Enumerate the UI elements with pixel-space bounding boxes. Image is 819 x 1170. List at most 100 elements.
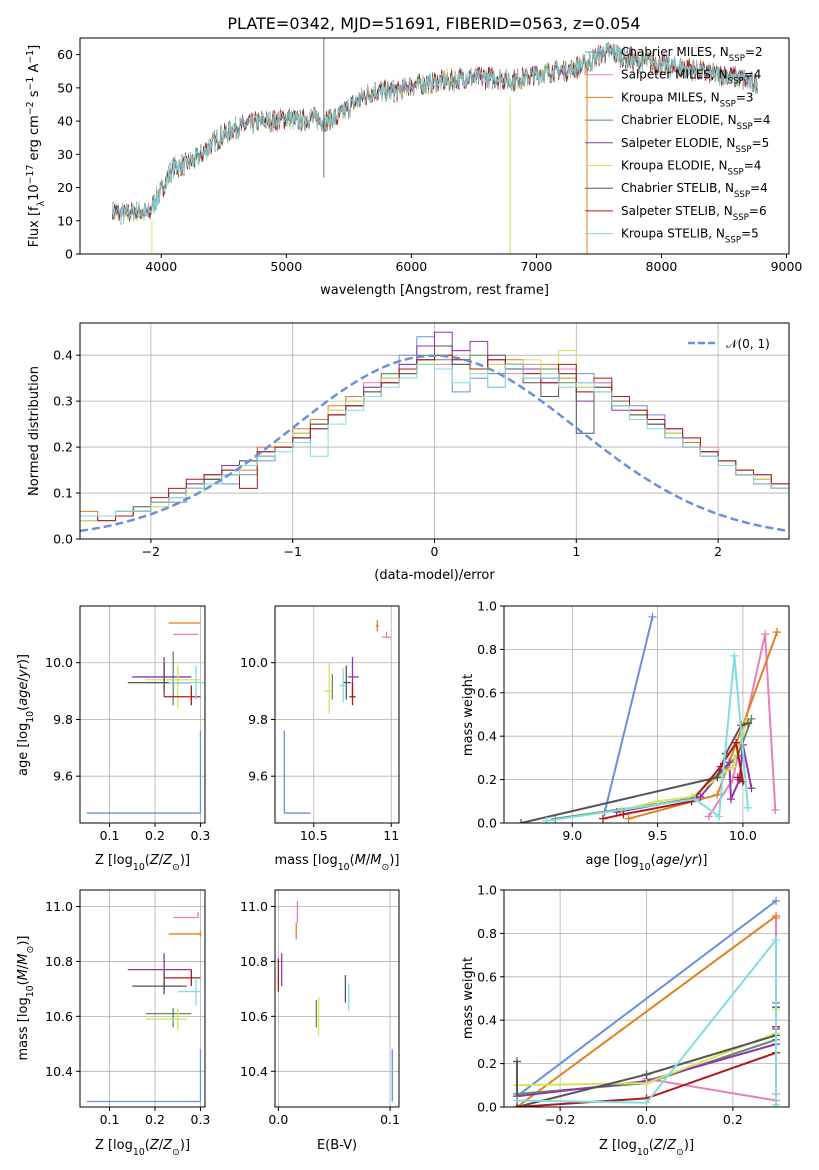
weight-line <box>516 900 777 1097</box>
y-tick-label: 10.8 <box>45 954 73 969</box>
x-tick-label: 0.2 <box>145 828 165 843</box>
panel-weight_vs_Z: −0.2 0.0 0.20.00.20.40.60.81.0Z [log10(Z/Z… <box>461 883 790 1158</box>
weight-marker <box>512 1057 521 1066</box>
errorbar-point <box>168 931 202 937</box>
label-fragment: Chabrier ELODIE, N <box>621 113 737 127</box>
normal-curve <box>80 354 789 533</box>
plot-area <box>112 38 759 254</box>
panel-residuals: −2 −1 0 1 2 0.0 0.1 0.2 0.3 0.4 𝒩(0, 1) (data-model… <box>27 322 790 583</box>
weight-marker <box>772 912 781 921</box>
label-fragment: Salpeter STELIB, N <box>621 204 733 218</box>
label-fragment: =2 <box>745 45 763 59</box>
weight-marker <box>747 714 756 723</box>
label-fragment: / <box>159 853 164 868</box>
weight-marker <box>642 1079 651 1088</box>
x-axis-label: Z [log10(Z/Z⊙)] <box>95 853 190 873</box>
label-fragment: / <box>16 964 31 969</box>
label-fragment: SSP <box>728 168 744 178</box>
label-fragment: erg cm <box>27 115 42 164</box>
x-tick-label: 5000 <box>270 259 302 274</box>
histogram-step <box>80 354 789 517</box>
panel-mass_vs_ebv: 0.0 0.1 10.4 10.6 10.8 11.0 E(B-V) <box>240 889 400 1153</box>
x-tick-label: 9000 <box>771 259 803 274</box>
axes-front: 0.1 0.2 0.310.410.610.811.0Z [log10(Z/Z⊙)]… <box>16 889 210 1158</box>
y-tick-label: 0.8 <box>477 926 497 941</box>
errorbar-point <box>132 972 187 995</box>
x-tick-label: 4000 <box>145 259 177 274</box>
legend-entry: Chabrier ELODIE, NSSP=4 <box>621 113 770 132</box>
legend-entry: Salpeter STELIB, NSSP=6 <box>621 204 767 223</box>
legend-entry: Chabrier MILES, NSSP=2 <box>621 45 763 64</box>
y-tick-label: 0.6 <box>477 685 497 700</box>
histogram-step <box>80 350 789 522</box>
label-fragment: Z <box>149 853 160 868</box>
x-tick-label: 0.2 <box>723 1112 743 1127</box>
axes-frame <box>274 605 400 824</box>
label-fragment: age <box>16 682 31 706</box>
y-tick-label: 10.6 <box>45 1009 73 1024</box>
errorbar-point <box>349 682 356 706</box>
y-tick-label: 9.8 <box>53 712 73 727</box>
legend-entry: Kroupa MILES, NSSP=3 <box>621 90 754 109</box>
axes-frame <box>79 605 206 824</box>
weight-marker <box>619 810 628 819</box>
panel-age_vs_Z: 0.1 0.2 0.39.69.810.0Z [log10(Z/Z⊙)]age [l… <box>16 605 210 873</box>
weight-marker <box>733 773 742 782</box>
weight-marker <box>728 762 737 771</box>
label-fragment: SSP <box>735 145 751 155</box>
weight-marker <box>726 795 735 804</box>
x-tick-label: 2 <box>714 544 722 559</box>
label-fragment: s <box>27 90 42 101</box>
weight-marker <box>744 719 753 728</box>
label-fragment: =6 <box>749 204 767 218</box>
weight-line <box>555 718 753 820</box>
panel-spectrum: 4000 5000 6000 7000 8000 9000 0 10 20 30 40 50 60 wav… <box>25 37 803 298</box>
y-tick-label: 0.8 <box>477 642 497 657</box>
label-fragment: SSP <box>720 99 736 109</box>
label-fragment: −1 <box>25 77 36 91</box>
legend-entry: Chabrier STELIB, NSSP=4 <box>621 181 768 200</box>
label-fragment: yr <box>16 662 31 678</box>
plot-area <box>86 622 205 814</box>
label-fragment: mass [log <box>275 853 338 868</box>
y-tick-label: 0.0 <box>477 816 497 831</box>
axes-frame <box>503 605 790 824</box>
label-fragment: ⊙ <box>676 1147 684 1158</box>
x-tick-label: 8000 <box>646 259 678 274</box>
label-fragment: Kroupa MILES, N <box>621 90 720 104</box>
y-tick-label: 9.6 <box>248 769 268 784</box>
weight-marker <box>512 1096 521 1105</box>
y-axis-label: mass [log10(M/M⊙)] <box>16 936 36 1061</box>
label-fragment: ⊙ <box>172 862 180 873</box>
weight-marker <box>642 1098 651 1107</box>
label-fragment: =4 <box>753 113 771 127</box>
x-tick-label: −1 <box>283 544 301 559</box>
label-fragment: ] <box>27 45 42 50</box>
label-fragment: 10 <box>639 862 651 873</box>
label-fragment: 10 <box>133 862 145 873</box>
axes-front: −0.2 0.0 0.20.00.20.40.60.81.0Z [log10(Z/Z… <box>461 883 790 1158</box>
plot-area <box>512 896 781 1107</box>
y-tick-label: 9.8 <box>248 712 268 727</box>
axes-front: 9.0 9.5 10.0 0.0 0.2 0.4 0.6 0.8 1.0 age [log10(a… <box>461 599 790 873</box>
label-fragment: =4 <box>750 181 768 195</box>
weight-marker <box>598 814 607 823</box>
label-fragment: Flux [f <box>27 206 42 247</box>
y-tick-label: 0.4 <box>53 348 73 363</box>
label-fragment: =3 <box>736 90 754 104</box>
label-fragment: M <box>16 969 31 980</box>
x-tick-label: 0 <box>431 544 439 559</box>
x-tick-label: 6000 <box>395 259 427 274</box>
y-tick-label: 11.0 <box>240 899 268 914</box>
label-fragment: SSP <box>725 236 741 246</box>
errorbar-point <box>283 730 311 814</box>
weight-line <box>628 631 779 820</box>
x-axis-label: (data-model)/error <box>374 568 495 583</box>
errorbar-point <box>127 953 192 989</box>
label-fragment: )] <box>16 654 31 664</box>
weight-line <box>516 937 777 1105</box>
axes-front: 0.0 0.1 10.4 10.6 10.8 11.0 E(B-V) <box>240 889 400 1153</box>
y-axis-label: mass weight <box>461 957 476 1039</box>
label-fragment: )] <box>16 936 31 946</box>
